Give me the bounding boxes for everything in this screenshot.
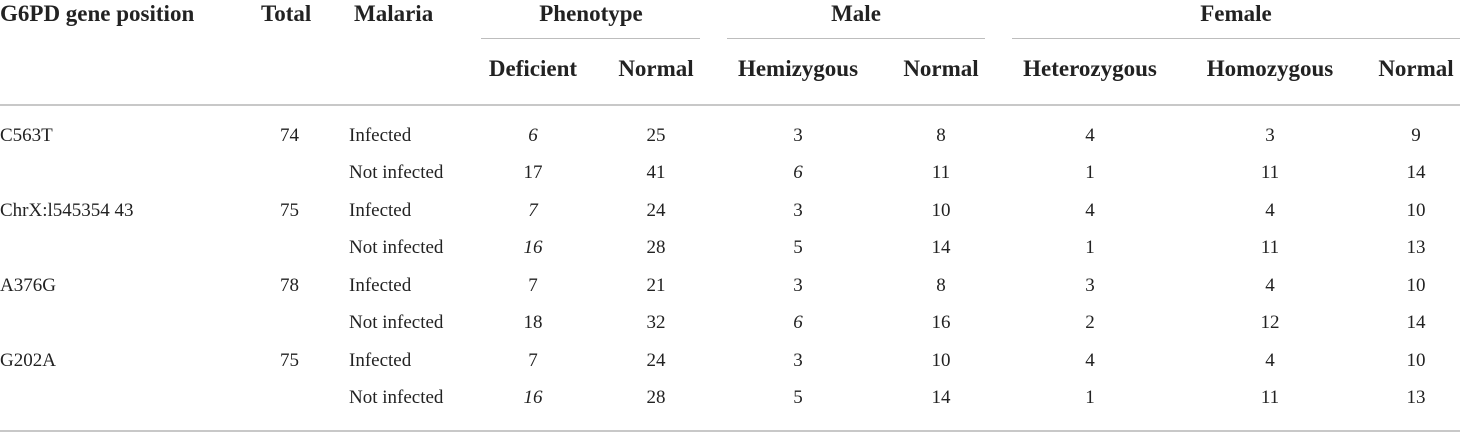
cell-female-normal: 14 (1406, 312, 1426, 333)
cell-male-normal: 16 (931, 312, 951, 333)
subheader-male-normal: Normal (903, 56, 979, 81)
cell-heterozygous: 2 (1085, 312, 1095, 333)
cell-malaria: Infected (349, 350, 412, 371)
subheader-female-normal: Normal (1378, 56, 1454, 81)
cell-deficient: 16 (523, 237, 543, 258)
subheader-phenotype-normal: Normal (618, 56, 694, 81)
cell-homozygous: 4 (1265, 200, 1275, 221)
cell-homozygous: 3 (1265, 125, 1275, 146)
cell-total: 78 (280, 275, 299, 296)
cell-gene: G202A (0, 350, 56, 371)
cell-heterozygous: 4 (1085, 350, 1095, 371)
cell-deficient: 17 (523, 162, 543, 183)
phenotype-spanner-rule (481, 38, 700, 39)
cell-deficient: 16 (523, 387, 543, 408)
header-phenotype: Phenotype (539, 1, 643, 26)
cell-heterozygous: 1 (1085, 237, 1095, 258)
cell-heterozygous: 4 (1085, 125, 1095, 146)
cell-deficient: 7 (528, 200, 538, 221)
cell-male-normal: 10 (931, 200, 951, 221)
cell-homozygous: 11 (1260, 387, 1280, 408)
cell-malaria: Not infected (349, 312, 444, 333)
cell-female-normal: 13 (1406, 387, 1426, 408)
cell-heterozygous: 1 (1085, 387, 1095, 408)
cell-total: 75 (280, 350, 299, 371)
cell-deficient: 6 (528, 125, 538, 146)
cell-homozygous: 4 (1265, 350, 1275, 371)
cell-deficient: 18 (523, 312, 543, 333)
cell-phenotype-normal: 25 (646, 125, 666, 146)
cell-malaria: Infected (349, 125, 412, 146)
cell-deficient: 7 (528, 275, 538, 296)
cell-homozygous: 11 (1260, 162, 1280, 183)
cell-deficient: 7 (528, 350, 538, 371)
subheader-deficient: Deficient (488, 56, 578, 81)
cell-gene: A376G (0, 275, 56, 296)
cell-phenotype-normal: 28 (646, 237, 666, 258)
cell-hemizygous: 5 (793, 237, 803, 258)
cell-male-normal: 14 (931, 387, 951, 408)
cell-female-normal: 10 (1406, 275, 1426, 296)
subheader-homozygous: Homozygous (1206, 56, 1334, 81)
cell-phenotype-normal: 24 (646, 200, 666, 221)
cell-phenotype-normal: 21 (646, 275, 666, 296)
cell-malaria: Not infected (349, 387, 444, 408)
header-male: Male (831, 1, 881, 26)
cell-female-normal: 13 (1406, 237, 1426, 258)
cell-phenotype-normal: 32 (646, 312, 666, 333)
cell-gene: ChrX:l545354 43 (0, 200, 134, 221)
cell-hemizygous: 3 (793, 200, 803, 221)
cell-homozygous: 11 (1260, 237, 1280, 258)
cell-female-normal: 10 (1406, 200, 1426, 221)
cell-homozygous: 12 (1260, 312, 1280, 333)
cell-malaria: Not infected (349, 237, 444, 258)
cell-heterozygous: 1 (1085, 162, 1095, 183)
cell-hemizygous: 6 (793, 162, 803, 183)
cell-female-normal: 10 (1406, 350, 1426, 371)
female-spanner-rule (1012, 38, 1460, 39)
cell-heterozygous: 3 (1085, 275, 1095, 296)
cell-malaria: Not infected (349, 162, 444, 183)
cell-male-normal: 14 (931, 237, 951, 258)
header-bottom-rule (0, 104, 1460, 106)
male-spanner-rule (727, 38, 985, 39)
cell-hemizygous: 3 (793, 350, 803, 371)
header-total: Total (261, 1, 312, 26)
cell-female-normal: 9 (1411, 125, 1421, 146)
cell-phenotype-normal: 28 (646, 387, 666, 408)
cell-malaria: Infected (349, 200, 412, 221)
cell-heterozygous: 4 (1085, 200, 1095, 221)
cell-phenotype-normal: 41 (646, 162, 666, 183)
cell-phenotype-normal: 24 (646, 350, 666, 371)
cell-homozygous: 4 (1265, 275, 1275, 296)
header-gene-position: G6PD gene position (0, 1, 195, 26)
cell-total: 74 (280, 125, 299, 146)
cell-hemizygous: 5 (793, 387, 803, 408)
cell-hemizygous: 6 (793, 312, 803, 333)
cell-gene: C563T (0, 125, 53, 146)
header-female: Female (1200, 1, 1272, 26)
cell-hemizygous: 3 (793, 275, 803, 296)
subheader-hemizygous: Hemizygous (737, 56, 859, 81)
table-bottom-rule (0, 430, 1460, 432)
cell-hemizygous: 3 (793, 125, 803, 146)
cell-male-normal: 8 (936, 275, 946, 296)
header-malaria: Malaria (354, 1, 434, 26)
cell-male-normal: 11 (931, 162, 951, 183)
cell-male-normal: 8 (936, 125, 946, 146)
subheader-heterozygous: Heterozygous (1023, 56, 1157, 81)
cell-malaria: Infected (349, 275, 412, 296)
cell-female-normal: 14 (1406, 162, 1426, 183)
cell-male-normal: 10 (931, 350, 951, 371)
cell-total: 75 (280, 200, 299, 221)
